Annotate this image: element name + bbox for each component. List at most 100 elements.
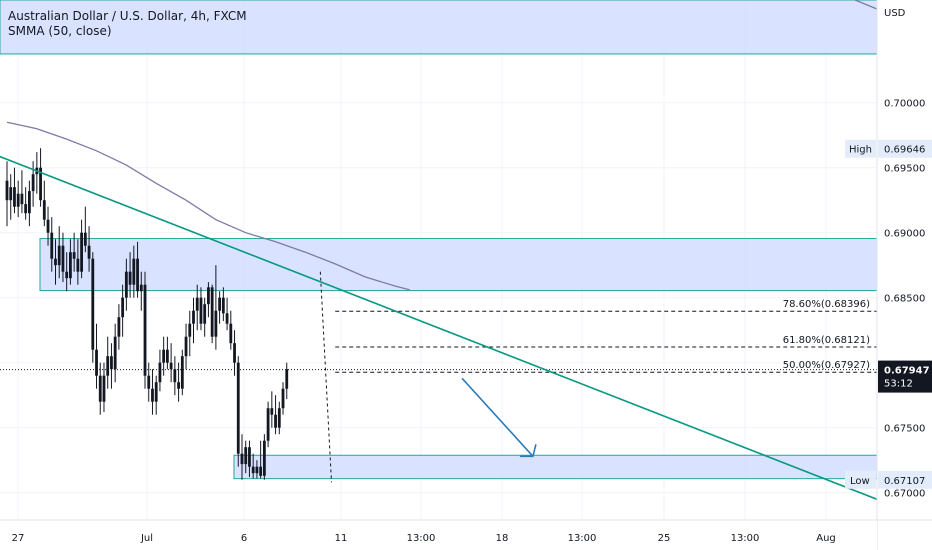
time-tick-label: 18 xyxy=(496,533,509,544)
candle-body xyxy=(87,245,91,259)
candle-body xyxy=(13,187,16,207)
candle-body xyxy=(95,349,98,376)
time-tick-label: Aug xyxy=(816,533,836,544)
candle xyxy=(255,460,259,479)
smma-line xyxy=(6,121,411,291)
high-value-bg xyxy=(878,139,932,158)
fib-label: 78.60%(0.68396) xyxy=(783,299,870,310)
candle-body xyxy=(83,232,87,246)
candle-body xyxy=(117,317,121,337)
support-resistance-zones[interactable] xyxy=(0,0,878,480)
candle-body xyxy=(274,414,277,428)
candle xyxy=(27,180,31,227)
candle xyxy=(151,369,154,415)
candle xyxy=(277,401,281,435)
candle xyxy=(233,330,236,376)
indicator-label[interactable]: SMMA (50, close) xyxy=(8,24,112,38)
last-price-tag[interactable] xyxy=(878,360,932,393)
time-tick-label: 6 xyxy=(241,533,247,544)
symbol-title[interactable]: Australian Dollar / U.S. Dollar, 4h, FXC… xyxy=(8,9,247,23)
candle xyxy=(274,395,277,435)
chart-drawings[interactable] xyxy=(0,0,932,525)
candle-body xyxy=(195,297,199,311)
candle-body xyxy=(214,310,218,337)
arrow-head-icon xyxy=(519,444,537,458)
candle xyxy=(236,356,240,467)
candle xyxy=(95,323,98,389)
price-tick-label: 0.68500 xyxy=(884,294,925,305)
candle xyxy=(132,245,136,298)
candle xyxy=(169,343,173,383)
candle xyxy=(91,252,95,363)
candle xyxy=(136,241,139,298)
price-tick-label: 0.69500 xyxy=(884,164,925,175)
candle xyxy=(98,362,102,415)
candle-body xyxy=(203,304,207,324)
candle-body xyxy=(61,245,65,272)
candle-body xyxy=(91,258,95,350)
candle xyxy=(87,226,91,272)
candle-body xyxy=(124,271,128,298)
candle-body xyxy=(281,388,285,409)
candle xyxy=(214,265,218,350)
time-axis[interactable]: 27 Jul 6 11 13:00 18 13:00 25 13:00 Aug xyxy=(0,519,932,550)
price-axis[interactable]: USD 0.70000 0.69500 0.69000 0.68500 0.67500 0.… xyxy=(845,0,932,550)
candle-body xyxy=(225,313,229,324)
high-tag-bg xyxy=(845,139,876,158)
zone-upper[interactable] xyxy=(39,238,878,292)
candle-body xyxy=(9,187,13,201)
candle xyxy=(285,362,289,400)
candle xyxy=(184,323,188,370)
candle-body xyxy=(31,174,35,192)
candle xyxy=(50,217,54,272)
price-tick-label: 0.70000 xyxy=(884,99,925,110)
candle-body xyxy=(251,466,255,474)
candle-body xyxy=(266,408,270,441)
candle-body xyxy=(218,297,222,311)
candle xyxy=(177,362,180,402)
candle-body xyxy=(121,297,125,318)
candle xyxy=(80,219,83,279)
candle xyxy=(229,310,233,350)
candle xyxy=(69,239,72,285)
fib-anchor-line xyxy=(319,271,333,483)
candle-body xyxy=(221,297,225,314)
high-value: 0.69646 xyxy=(884,145,925,156)
candle xyxy=(54,239,57,285)
candle xyxy=(72,232,76,272)
candle-body xyxy=(54,258,57,266)
candle xyxy=(270,391,274,428)
time-tick-label: 27 xyxy=(12,533,25,544)
candle-body xyxy=(240,453,244,465)
forecast-arrow[interactable] xyxy=(461,377,534,457)
candle xyxy=(210,284,214,344)
candle-body xyxy=(16,193,20,207)
candle xyxy=(251,453,255,479)
candle-body xyxy=(24,204,28,214)
candle xyxy=(121,284,125,337)
candle xyxy=(147,362,151,402)
candle xyxy=(266,401,270,448)
candle-body xyxy=(173,369,177,383)
candle-body xyxy=(165,349,169,363)
time-tick-label: 25 xyxy=(658,533,671,544)
time-tick-label: 11 xyxy=(335,533,348,544)
candle-body xyxy=(180,356,184,389)
candle xyxy=(158,349,162,392)
time-tick-label: 13:00 xyxy=(568,533,597,544)
fibonacci-levels[interactable]: 78.60%(0.68396) 61.80%(0.68121) 50.00%(0.6… xyxy=(0,299,877,373)
candle xyxy=(42,180,46,227)
candle-body xyxy=(113,336,117,370)
low-tag: Low xyxy=(850,476,870,487)
price-tick-label: 0.69000 xyxy=(884,229,925,240)
currency-label: USD xyxy=(884,8,906,19)
trend-line[interactable] xyxy=(0,152,932,525)
fib-label: 50.00%(0.67927) xyxy=(783,360,870,371)
time-tick-label: 13:00 xyxy=(731,533,760,544)
candle-body xyxy=(192,310,195,324)
last-price-value: 0.67947 xyxy=(884,366,930,377)
candle-body xyxy=(169,362,173,370)
candle-body xyxy=(80,232,83,272)
candle-body xyxy=(42,200,46,220)
